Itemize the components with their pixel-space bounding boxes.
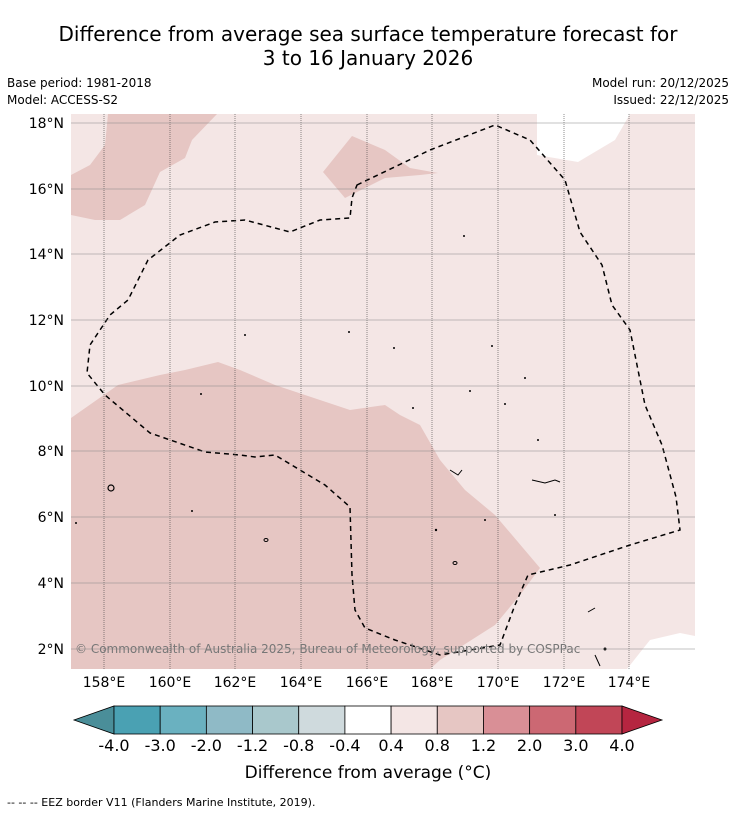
colorbar-tick-label: 4.0 [609, 736, 634, 755]
island [537, 439, 539, 441]
colorbar-swatch [575, 705, 623, 735]
lat-labels: 18°N 16°N 14°N 12°N 10°N 8°N 6°N 4°N 2°N [29, 116, 64, 658]
model-run: Model run: 20/12/2025 [591, 76, 729, 90]
colorbar-swatch [436, 705, 484, 735]
lat-label: 18°N [29, 116, 64, 132]
lat-label: 6°N [38, 510, 64, 526]
gridlines [103, 114, 630, 669]
island [449, 469, 463, 476]
island [452, 561, 458, 565]
lat-label: 8°N [38, 444, 64, 460]
colorbar-tick-label: -3.0 [145, 736, 176, 755]
anomaly-region-north-central [323, 136, 438, 198]
gridlines-lat [71, 122, 695, 650]
neutral-region-north [537, 114, 630, 162]
map-title-line1: Difference from average sea surface temp… [58, 22, 678, 46]
island [463, 235, 465, 237]
meta-right: Model run: 20/12/2025 Issued: 22/12/2025 [592, 75, 729, 109]
anomaly-region-northwest [71, 114, 217, 220]
model-name: Model: ACCESS-S2 [7, 93, 119, 107]
map-title-line2: 3 to 16 January 2026 [262, 46, 474, 70]
colorbar-swatch [390, 705, 438, 735]
base-period: Base period: 1981-2018 [7, 76, 152, 90]
colorbar-swatch [113, 705, 161, 735]
lat-label: 14°N [29, 247, 64, 263]
colorbar-swatch [483, 705, 531, 735]
island [504, 403, 506, 405]
lon-label: 162°E [214, 675, 257, 691]
lon-label: 164°E [280, 675, 323, 691]
island [469, 390, 471, 392]
lon-label: 168°E [411, 675, 454, 691]
meta-left: Base period: 1981-2018 Model: ACCESS-S2 [7, 75, 152, 109]
island [393, 347, 395, 349]
map-title: Difference from average sea surface temp… [0, 22, 736, 70]
island [587, 607, 596, 613]
island [244, 334, 246, 336]
copyright-text: © Commonwealth of Australia 2025, Bureau… [75, 642, 580, 656]
lat-label: 2°N [38, 642, 64, 658]
colorbar-tick-label: 0.4 [378, 736, 403, 755]
colorbar-tick-label: 2.0 [517, 736, 542, 755]
lon-labels: 158°E 160°E 162°E 164°E 166°E 168°E 170°… [83, 675, 651, 691]
colorbar-swatch [205, 705, 253, 735]
colorbar-tick-label: -1.2 [237, 736, 268, 755]
island [524, 377, 526, 379]
colorbar-tick-label: -0.4 [329, 736, 360, 755]
island [554, 514, 556, 516]
island [412, 407, 414, 409]
island [348, 331, 350, 333]
colorbar-tick-label: 3.0 [563, 736, 588, 755]
island [75, 522, 77, 524]
colorbar [72, 705, 664, 735]
colorbar-tick-label: 0.8 [425, 736, 450, 755]
lat-label: 4°N [38, 576, 64, 592]
neutral-region-southeast [627, 633, 695, 669]
island [200, 393, 202, 395]
colorbar-swatch [252, 705, 300, 735]
island [107, 484, 115, 492]
lon-label: 158°E [83, 675, 126, 691]
colorbar-tick-label: -4.0 [98, 736, 129, 755]
island [531, 479, 561, 484]
lon-label: 174°E [608, 675, 651, 691]
island [263, 538, 269, 542]
colorbar-tick-label: -2.0 [191, 736, 222, 755]
colorbar-tick-label: 1.2 [471, 736, 496, 755]
colorbar-extend-low [72, 705, 115, 735]
issued-date: Issued: 22/12/2025 [613, 93, 729, 107]
colorbar-tick-label: -0.8 [283, 736, 314, 755]
lon-label: 172°E [543, 675, 586, 691]
lon-label: 160°E [149, 675, 192, 691]
anomaly-region-southwest [71, 362, 540, 669]
colorbar-tick-labels: -4.0 -3.0 -2.0 -1.2 -0.8 -0.4 0.4 0.8 1.2 2.0 3.0 4… [98, 736, 634, 755]
lat-label: 10°N [29, 379, 64, 395]
eez-border [86, 124, 681, 656]
footnote: -- -- -- EEZ border V11 (Flanders Marine… [7, 796, 316, 809]
lat-label: 12°N [29, 313, 64, 329]
colorbar-title: Difference from average (°C) [244, 763, 492, 783]
lon-label: 166°E [346, 675, 389, 691]
colorbar-swatch [298, 705, 346, 735]
colorbar-extend-high [621, 705, 664, 735]
lat-label: 16°N [29, 182, 64, 198]
lon-label: 170°E [477, 675, 520, 691]
island [484, 519, 486, 521]
island [491, 345, 493, 347]
map-area [71, 114, 695, 669]
colorbar-swatch [159, 705, 207, 735]
island [594, 654, 601, 667]
island [434, 528, 438, 532]
colorbar-swatch [529, 705, 577, 735]
colorbar-swatch [344, 705, 392, 735]
island [191, 510, 193, 512]
